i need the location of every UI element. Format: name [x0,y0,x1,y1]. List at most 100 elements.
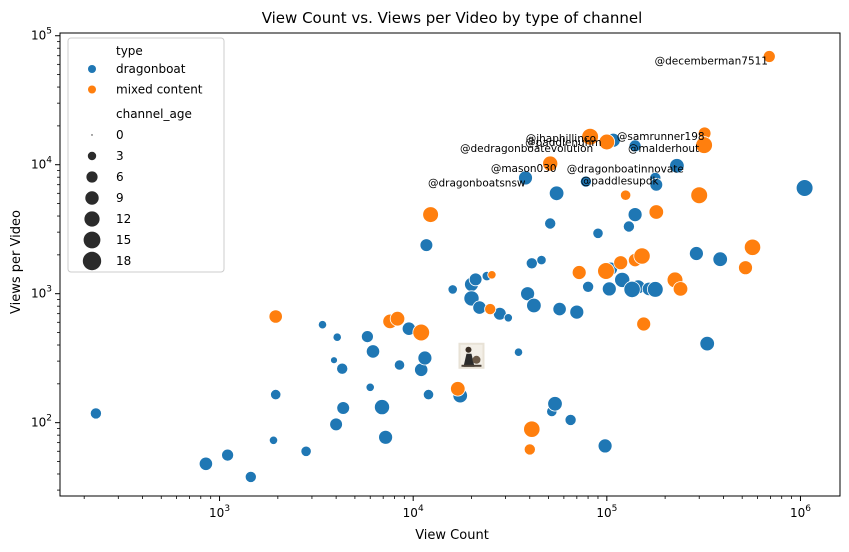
data-point [244,470,257,483]
data-point [360,330,374,344]
data-point [525,257,538,270]
data-point [393,359,406,371]
data-point [542,155,559,172]
data-point [547,396,563,412]
legend-size-label: 12 [116,212,131,226]
data-point [300,445,312,457]
data-point [365,344,381,359]
point-annotation: @dedragonboatevolution [460,143,593,155]
data-point [317,320,328,330]
data-point [552,301,567,317]
data-point [268,309,283,324]
data-point [520,286,535,302]
point-annotation: @decemberman7511 [655,55,768,67]
data-point [417,350,433,366]
x-tick-label: 103 [209,504,230,520]
data-point [412,323,431,342]
data-point [598,133,616,151]
data-point [601,281,617,297]
data-point [329,417,343,432]
data-point [422,206,439,223]
data-point [472,300,487,315]
data-point [699,335,715,352]
point-annotation: @paddlenuhm [525,137,602,149]
data-point [336,362,349,375]
data-point [597,438,613,454]
plot-frame [59,32,841,497]
y-tick-label: 105 [31,27,52,43]
point-annotation: @samrunner198 [617,131,705,143]
data-point [89,407,102,420]
data-point [762,50,776,63]
data-point [571,265,587,280]
legend-size-marker [84,211,100,227]
data-points [89,50,814,483]
data-point [268,435,279,445]
data-point [690,186,708,205]
data-point [628,139,642,153]
legend-size-marker [87,151,97,161]
data-point [622,220,635,233]
point-annotation: @jhaphillinco [526,133,596,145]
y-tick-label: 103 [31,285,52,301]
data-point [592,227,604,239]
data-point [646,281,664,298]
legend-size-title: channel_age [116,107,192,121]
legend-marker [88,65,96,73]
data-point [336,401,351,415]
data-point [526,297,542,314]
data-point [569,304,585,320]
data-point [484,303,497,316]
data-point [613,255,629,271]
data-point [447,284,458,295]
data-point [795,179,814,197]
legend-size-marker [82,251,102,271]
data-point [503,313,513,323]
legend-size-marker [86,171,98,183]
data-point [523,420,541,438]
data-point [523,443,536,456]
legend-size-label: 3 [116,149,124,163]
point-annotation: @malderhout [628,143,699,155]
data-point [518,170,533,186]
data-point [648,204,665,220]
data-point [695,136,713,154]
channel-thumbnail-image [458,342,485,369]
x-tick-label: 104 [403,504,424,520]
series-dragonboat [89,132,814,483]
data-point [623,280,641,298]
data-point [468,272,483,287]
x-tick-label: 106 [790,504,811,520]
data-point [450,381,466,397]
data-point [738,260,753,276]
legend-size-label: 6 [116,170,124,184]
data-point [373,399,390,416]
data-point [619,189,632,201]
legend: type dragonboat mixed content channel_age 0 3… [67,37,225,273]
legend-entry-label: mixed content [116,83,203,97]
data-point [332,332,342,342]
legend-entry-label: dragonboat [116,62,186,76]
data-point [536,255,547,266]
data-point [487,270,497,280]
data-point [627,207,643,223]
data-point [689,246,704,261]
legend-size-label: 9 [116,191,124,205]
data-point [669,158,685,174]
data-point [581,127,599,146]
data-point [712,251,728,267]
x-tick-label: 105 [596,504,617,520]
point-annotation: @dragonboatinnovate [567,164,684,176]
legend-marker [88,85,96,94]
data-point [422,388,435,401]
data-point [743,238,762,256]
data-point [633,247,651,265]
data-point [270,388,282,401]
y-axis-label: Views per Video [9,210,24,314]
data-point [419,238,434,252]
chart-title: View Count vs. Views per Video by type o… [262,9,643,27]
legend-size-marker [91,134,93,136]
data-point [672,281,689,297]
y-tick-label: 104 [31,156,52,172]
